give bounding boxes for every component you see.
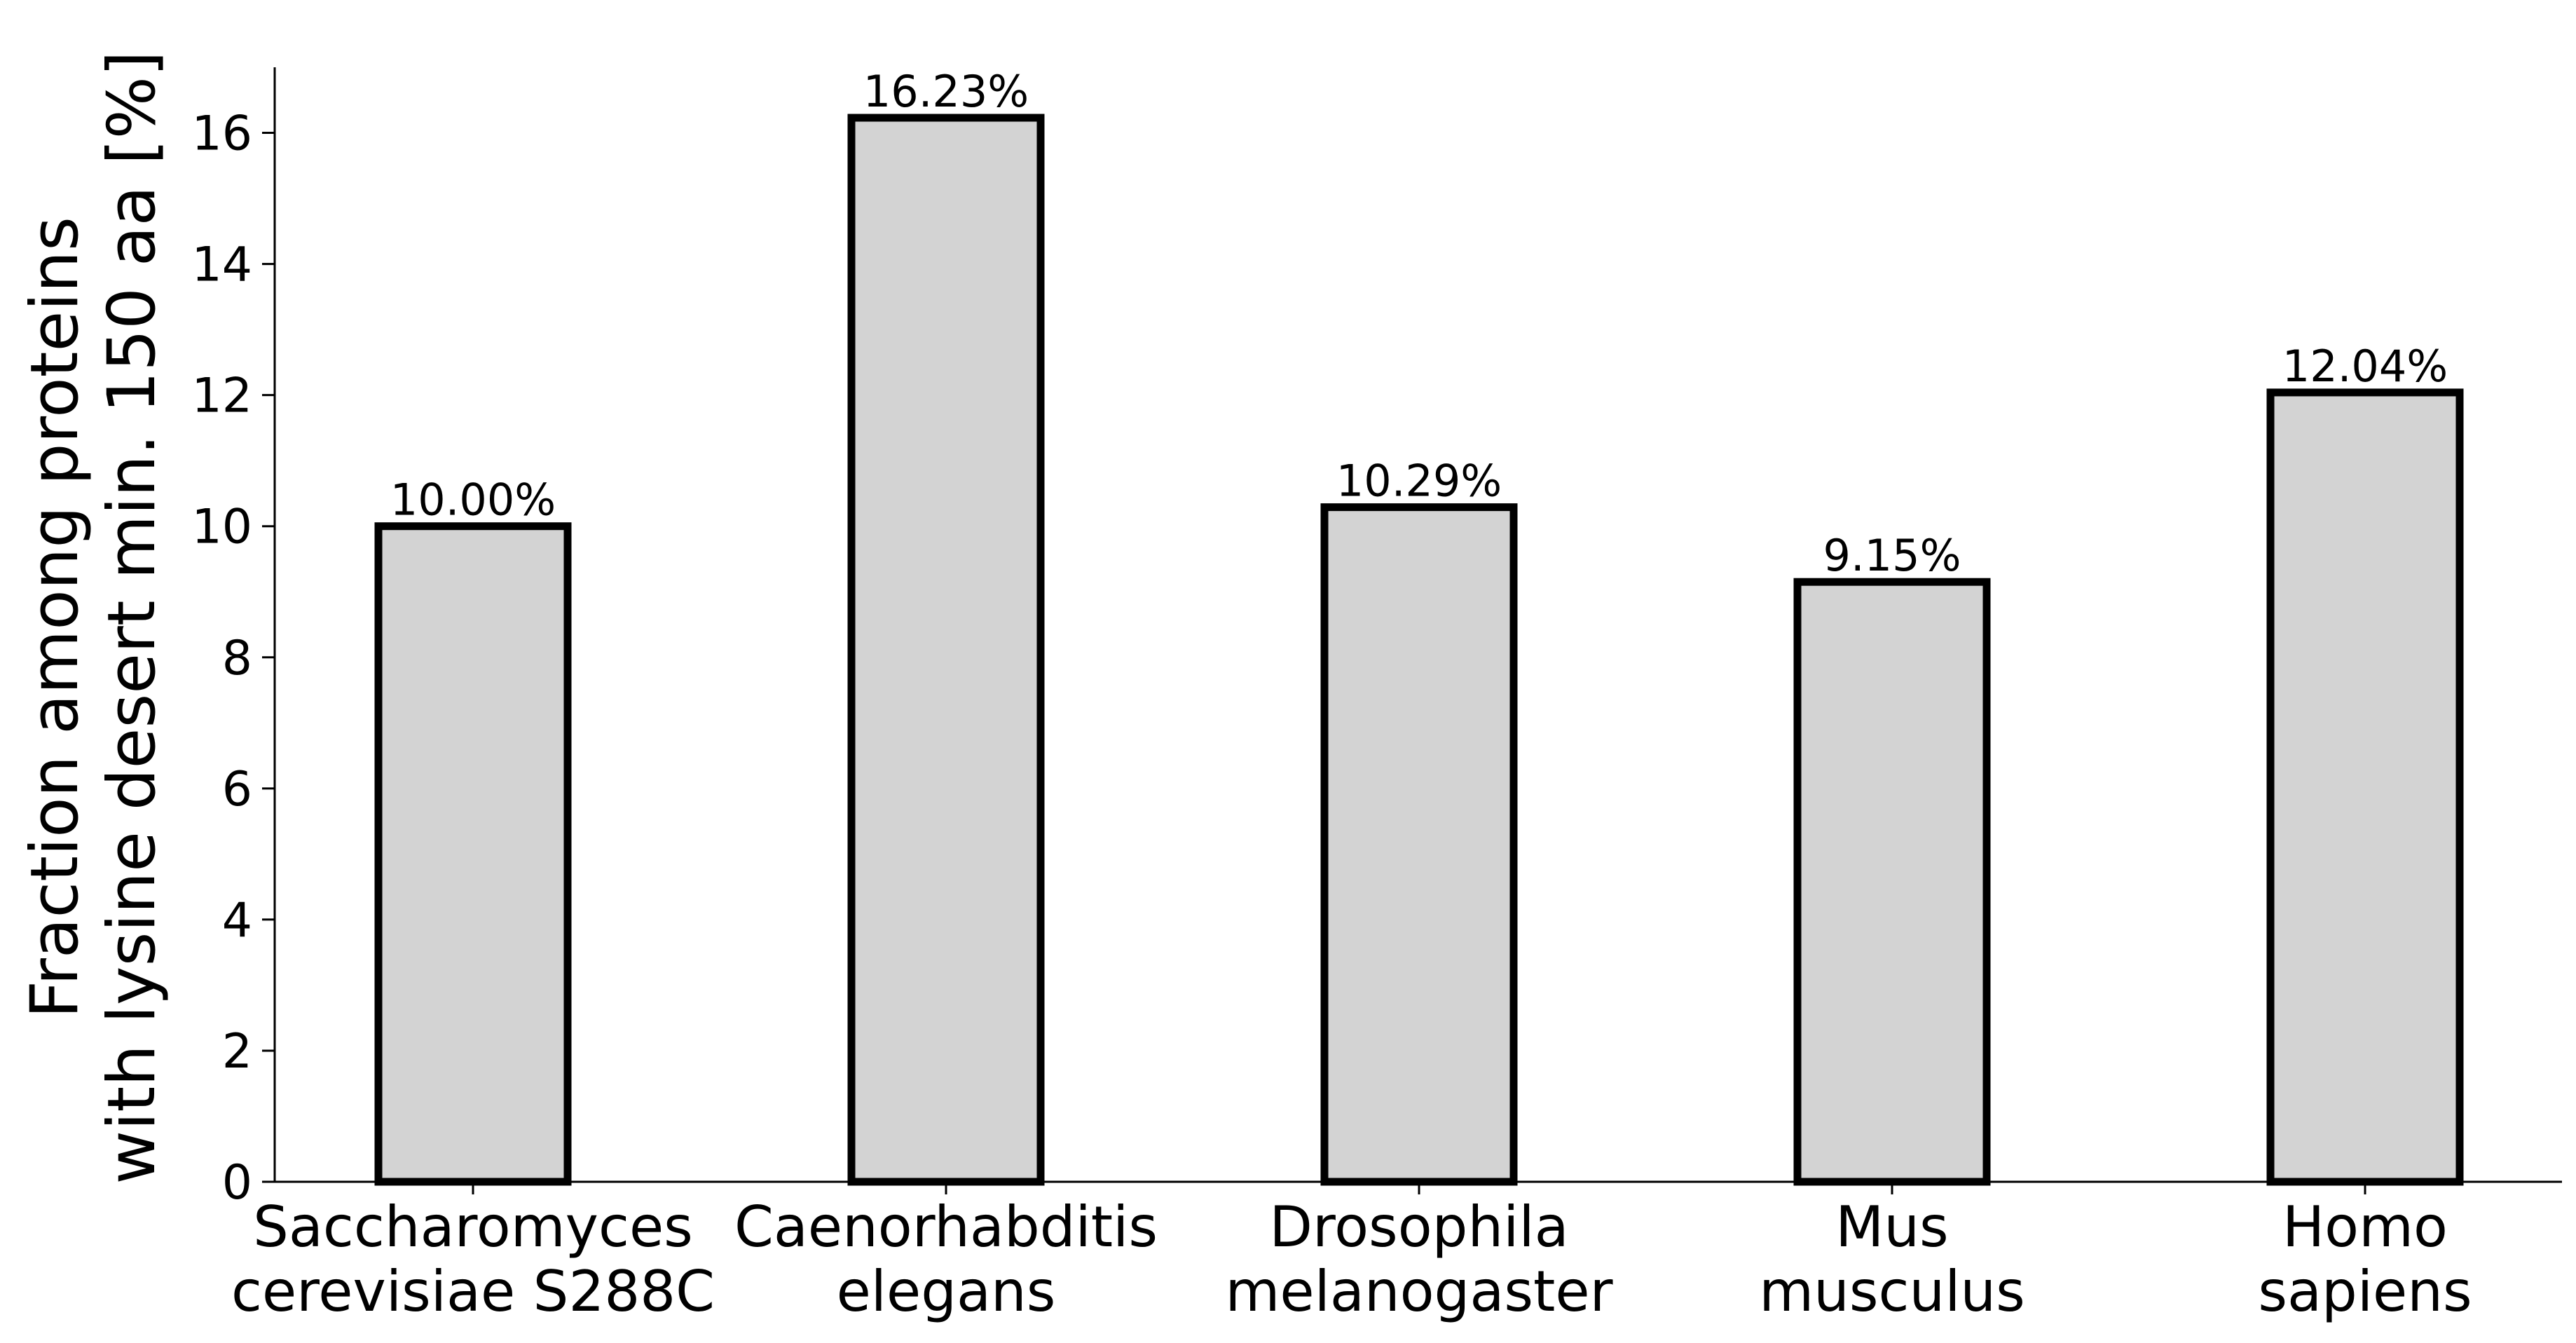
x-tick-label-0: Saccharomyces cerevisiae S288C: [231, 1194, 715, 1324]
bar-4: [2266, 388, 2464, 1186]
y-tick-label-6: 12: [191, 369, 252, 424]
bar-3: [1793, 578, 1991, 1186]
x-tick-label-4: Homo sapiens: [2258, 1194, 2472, 1324]
bar-1: [847, 114, 1045, 1186]
bar-value-label-3: 9.15%: [1823, 530, 1961, 581]
y-axis-title-line-1: with lysine desert min. 150 aa [%]: [94, 50, 170, 1184]
x-tick-label-2: Drosophila melanogaster: [1225, 1194, 1612, 1324]
bar-0: [374, 522, 572, 1186]
bar-2: [1320, 503, 1518, 1186]
x-ticks-group: Saccharomyces cerevisiae S288CCaenorhabdi…: [231, 1182, 2472, 1324]
y-tick-label-8: 16: [191, 107, 252, 162]
y-tick-label-4: 8: [222, 631, 252, 686]
x-tick-label-3: Mus musculus: [1759, 1194, 2025, 1324]
data-labels-group: 10.00% 16.23% 10.29% 9.15% 12.04%: [390, 66, 2448, 581]
bar-value-label-4: 12.04%: [2282, 341, 2448, 392]
bar-value-label-2: 10.29%: [1336, 456, 1502, 507]
y-tick-label-5: 10: [191, 500, 252, 555]
y-tick-label-3: 6: [222, 762, 252, 817]
y-axis-title-line-0: Fraction among proteins: [17, 217, 93, 1018]
x-tick-label-1: Caenorhabditis elegans: [734, 1194, 1158, 1324]
y-ticks-group: 0 2 4 6 8 10 12 14 16: [191, 107, 275, 1211]
y-axis-title: Fraction among proteinswith lysine deser…: [17, 50, 170, 1184]
y-tick-label-2: 4: [222, 893, 252, 948]
y-tick-label-0: 0: [222, 1155, 252, 1211]
y-tick-label-7: 14: [191, 238, 252, 293]
bars-group: [374, 114, 2464, 1186]
bar-value-label-1: 16.23%: [863, 66, 1029, 117]
bar-value-label-0: 10.00%: [390, 475, 556, 526]
y-tick-label-1: 2: [222, 1024, 252, 1079]
